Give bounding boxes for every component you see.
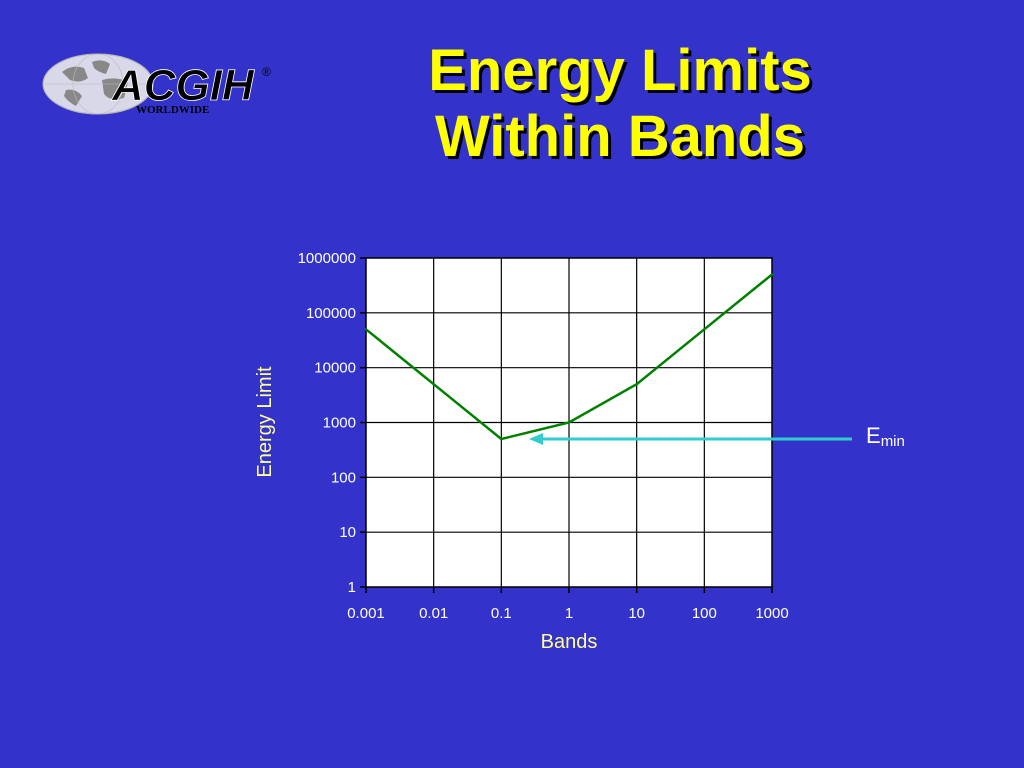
y-tick-label: 100000 bbox=[306, 305, 356, 322]
emin-annotation: Emin bbox=[866, 423, 905, 450]
y-tick-labels: 1 10 100 1000 10000 100000 1000000 bbox=[298, 250, 356, 596]
title-line-2: Within Bands bbox=[434, 104, 805, 169]
globe-icon bbox=[42, 53, 154, 115]
y-tick-label: 1000 bbox=[323, 415, 356, 432]
series-points bbox=[364, 273, 774, 441]
acgih-logo: ACGIH ® WORLDWIDE bbox=[42, 53, 271, 116]
y-tick-label: 10 bbox=[339, 524, 356, 541]
page-title: Energy Limits Within Bands bbox=[330, 38, 910, 170]
x-tick-label: 10 bbox=[628, 605, 645, 622]
data-point bbox=[703, 328, 706, 331]
tick-marks bbox=[360, 257, 773, 593]
x-tick-label: 0.1 bbox=[491, 605, 512, 622]
emin-subscript: min bbox=[880, 433, 905, 450]
y-tick-label: 1 bbox=[348, 579, 356, 596]
y-tick-label: 100 bbox=[331, 469, 356, 486]
logo-text: ACGIH bbox=[111, 61, 255, 110]
data-point bbox=[770, 273, 774, 276]
y-axis-title: Energy Limit bbox=[254, 366, 276, 478]
logo-subtext: WORLDWIDE bbox=[136, 104, 209, 116]
x-tick-label: 1000 bbox=[755, 605, 788, 622]
x-tick-labels: 0.001 0.01 0.1 1 10 100 1000 bbox=[347, 605, 788, 622]
emin-arrowhead bbox=[529, 433, 543, 445]
data-point bbox=[364, 328, 368, 331]
y-tick-label: 1000000 bbox=[298, 250, 356, 267]
data-point bbox=[432, 382, 435, 386]
x-tick-label: 1 bbox=[565, 605, 573, 622]
x-tick-label: 0.001 bbox=[347, 605, 385, 622]
data-point bbox=[567, 421, 571, 424]
x-tick-label: 100 bbox=[692, 605, 717, 622]
x-axis-title: Bands bbox=[541, 631, 598, 653]
y-tick-label: 10000 bbox=[314, 360, 356, 377]
x-tick-label: 0.01 bbox=[419, 605, 448, 622]
emin-main: E bbox=[866, 423, 881, 448]
logo-registered-mark: ® bbox=[262, 65, 271, 79]
data-point bbox=[635, 382, 638, 386]
data-point bbox=[500, 437, 503, 441]
title-line-1: Energy Limits bbox=[428, 38, 812, 103]
